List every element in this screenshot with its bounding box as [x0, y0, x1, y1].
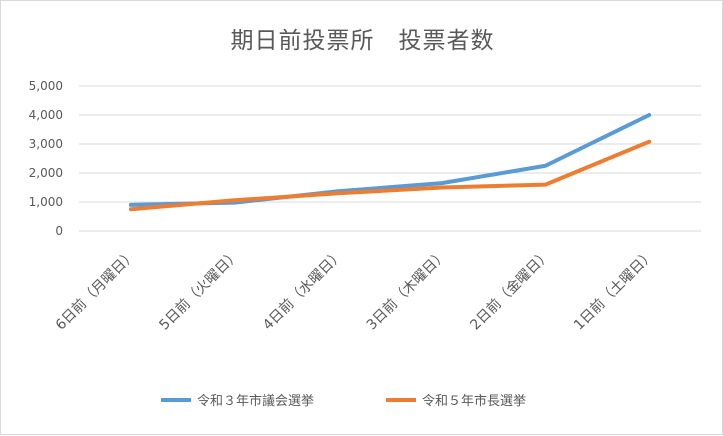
x-tick-label: 5日前（火曜日）: [156, 246, 244, 334]
legend-label: 令和３年市議会選挙: [197, 393, 314, 409]
x-tick-label: 3日前（木曜日）: [363, 246, 451, 334]
y-tick-label: 0: [55, 224, 63, 238]
series-line: [128, 139, 652, 212]
y-tick-label: 2,000: [29, 166, 63, 180]
x-tick-label: 6日前（月曜日）: [52, 246, 140, 334]
x-tick-label: 1日前（土曜日）: [570, 246, 658, 334]
y-tick-label: 3,000: [29, 137, 63, 151]
y-tick-label: 5,000: [29, 79, 63, 93]
legend-label: 令和５年市長選挙: [422, 393, 526, 409]
x-tick-label: 4日前（水曜日）: [259, 246, 347, 334]
y-tick-label: 4,000: [29, 108, 63, 122]
x-tick-label: 2日前（金曜日）: [467, 246, 555, 334]
chart-title: 期日前投票所 投票者数: [230, 28, 495, 54]
y-tick-label: 1,000: [29, 195, 63, 209]
